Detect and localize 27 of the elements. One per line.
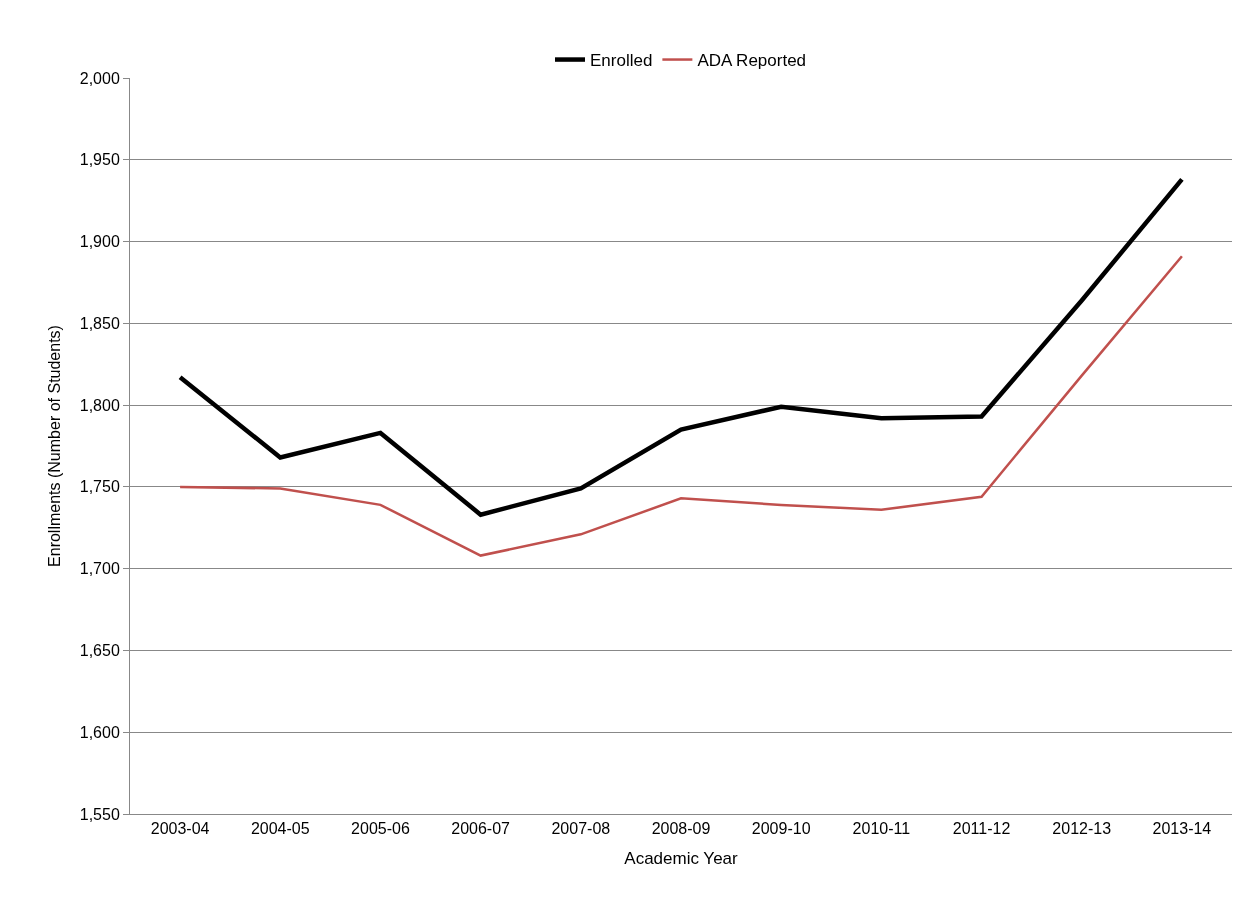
legend-label: ADA Reported xyxy=(697,51,807,71)
legend-label: Enrolled xyxy=(590,51,653,71)
x-tick-label: 2013-14 xyxy=(1152,820,1212,838)
x-axis-title: Academic Year xyxy=(624,848,739,868)
y-tick-label: 1,550 xyxy=(79,805,120,823)
y-tick-label: 2,000 xyxy=(79,69,120,87)
y-tick-label: 1,600 xyxy=(79,723,120,741)
y-tick-label: 1,900 xyxy=(79,233,120,251)
x-tick-label: 2009-10 xyxy=(751,820,811,838)
y-tick-label: 1,950 xyxy=(79,151,120,169)
x-tick-label: 2006-07 xyxy=(451,820,511,838)
x-tick-label: 2005-06 xyxy=(351,820,410,838)
x-tick-label: 2008-09 xyxy=(651,820,711,838)
x-tick-label: 2010-11 xyxy=(852,820,911,838)
y-tick-label: 1,750 xyxy=(79,478,120,496)
y-tick-label: 1,850 xyxy=(79,314,120,332)
x-tick-label: 2012-13 xyxy=(1052,820,1112,838)
line-series xyxy=(177,177,1185,517)
x-tick-label: 2004-05 xyxy=(250,820,310,838)
x-tick-label: 2003-04 xyxy=(150,820,210,838)
x-tick-label: 2011-12 xyxy=(952,820,1011,838)
x-tick-label: 2007-08 xyxy=(551,820,611,838)
line-series xyxy=(178,255,1184,557)
y-tick-label: 1,700 xyxy=(79,560,120,578)
y-axis-title: Enrollments (Number of Students) xyxy=(45,325,63,567)
y-tick-label: 1,650 xyxy=(79,642,120,660)
y-tick-label: 1,800 xyxy=(79,396,120,414)
